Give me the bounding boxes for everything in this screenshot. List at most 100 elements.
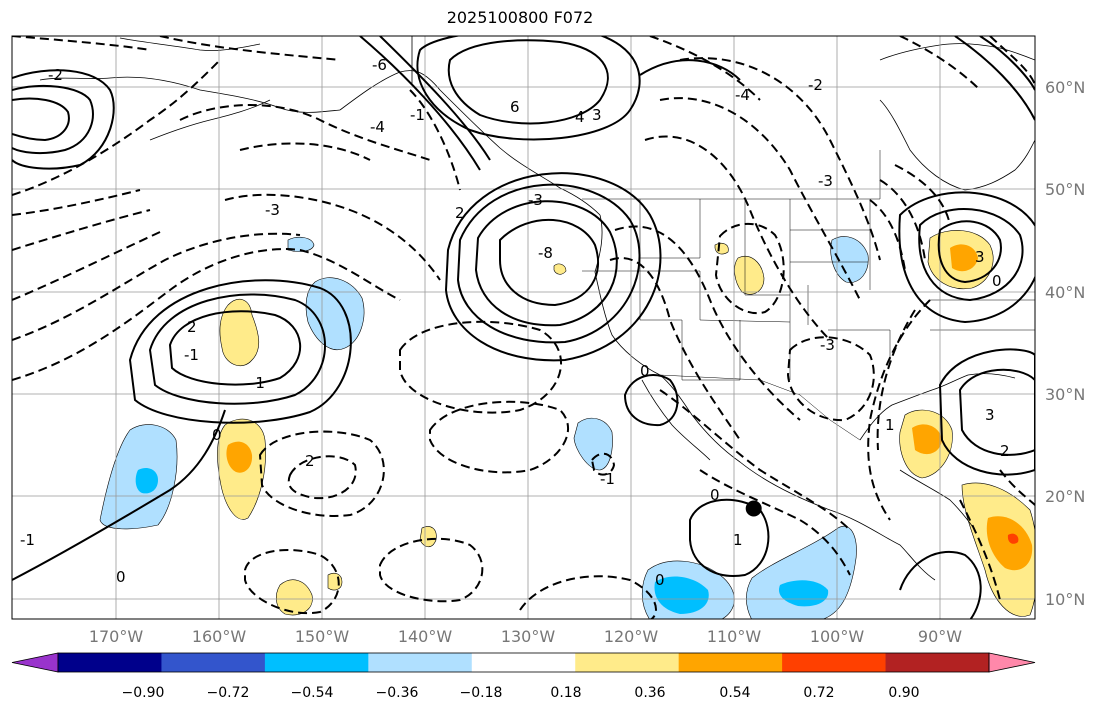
- positive-strong-shade: [226, 441, 253, 473]
- colorbar-tick-label: 0.36: [634, 685, 665, 701]
- colorbar-tick-label: −0.54: [291, 685, 334, 701]
- lon-tick-labels: 170°W 160°W 150°W 140°W 130°W 120°W 110°…: [89, 627, 962, 646]
- contour-label: -2: [808, 76, 823, 94]
- colorbar-tick-label: 0.72: [803, 685, 834, 701]
- contour-label: 0: [116, 568, 126, 586]
- lon-tick-label: 160°W: [192, 627, 247, 646]
- contour-label: -1: [250, 374, 265, 392]
- lon-tick-label: 140°W: [398, 627, 453, 646]
- colorbar-segment: [782, 653, 887, 672]
- contour-label: -1: [20, 531, 35, 549]
- positive-strong-shade: [986, 516, 1033, 571]
- colorbar-segment: [885, 653, 990, 672]
- contour-label: -4: [735, 86, 750, 104]
- contour-label: -1: [184, 346, 199, 364]
- lat-tick-label: 50°N: [1045, 180, 1085, 199]
- positive-shade: [327, 572, 343, 591]
- contour-label: 0: [212, 426, 222, 444]
- positive-contours: [12, 36, 1035, 619]
- lon-tick-label: 100°W: [810, 627, 865, 646]
- lon-tick-label: 150°W: [295, 627, 350, 646]
- map-canvas: -2 -6 -4 -3 -1 -8 -3 3 6 4 -3 -2 2 -1 -1…: [12, 36, 1035, 619]
- positive-shade: [714, 242, 729, 255]
- contour-label: 0: [655, 571, 665, 589]
- colorbar-segment: [471, 653, 576, 672]
- negative-strong-shade: [778, 580, 829, 607]
- colorbar-tick-label: 0.54: [719, 685, 750, 701]
- lat-tick-label: 20°N: [1045, 487, 1085, 506]
- lon-tick-label: 120°W: [604, 627, 659, 646]
- colorbar-frame: [57, 652, 990, 673]
- contour-label: 2: [1000, 442, 1010, 460]
- colorbar-segment: [58, 653, 162, 672]
- contour-label: -6: [372, 56, 387, 74]
- negative-strong-shade: [135, 468, 158, 494]
- positive-shade: [276, 579, 313, 616]
- colorbar: [11, 652, 1036, 673]
- contour-label: -3: [528, 191, 543, 209]
- contour-label: -1: [410, 106, 425, 124]
- map-frame: [11, 35, 1036, 620]
- colorbar-tick-labels: −0.90 −0.72 −0.54 −0.36 −0.18 0.18 0.36 …: [122, 685, 920, 701]
- location-marker: [745, 500, 762, 517]
- contour-label: 2: [455, 204, 465, 222]
- contour-label: 6: [510, 98, 520, 116]
- lon-tick-label: 110°W: [707, 627, 762, 646]
- colorbar-segment: [368, 653, 473, 672]
- positive-shade: [219, 298, 260, 366]
- contour-label: 2: [305, 452, 315, 470]
- positive-shade: [734, 256, 765, 295]
- negative-shade: [746, 525, 857, 619]
- lat-tick-labels: 60°N 50°N 40°N 30°N 20°N 10°N: [1045, 78, 1085, 609]
- colorbar-segment: [678, 653, 783, 672]
- map-title: 2025100800 F072: [446, 8, 594, 27]
- lat-tick-label: 60°N: [1045, 78, 1085, 97]
- positive-shade: [419, 526, 437, 548]
- positive-strong-shade: [912, 424, 942, 455]
- lon-tick-label: 130°W: [501, 627, 556, 646]
- contour-label: 2: [187, 318, 197, 336]
- colorbar-extend-min: [11, 652, 59, 673]
- colorbar-tick-label: −0.18: [460, 685, 503, 701]
- colorbar-segment: [575, 653, 680, 672]
- lat-tick-label: 30°N: [1045, 385, 1085, 404]
- contour-label: 4: [575, 108, 585, 126]
- negative-strong-shade: [654, 576, 709, 614]
- contour-label: 3: [975, 248, 985, 266]
- negative-shade: [830, 236, 869, 283]
- political-borders: [582, 150, 1035, 441]
- contour-label: 0: [992, 272, 1002, 290]
- contour-label: -8: [538, 244, 553, 262]
- positive-shade: [553, 263, 567, 275]
- negative-shade: [573, 417, 613, 471]
- contour-label: 0: [640, 362, 650, 380]
- colorbar-tick-label: −0.72: [207, 685, 250, 701]
- colorbar-extend-max: [988, 652, 1036, 673]
- lon-tick-label: 170°W: [89, 627, 144, 646]
- contour-label: -3: [820, 336, 835, 354]
- lon-tick-label: 90°W: [918, 627, 962, 646]
- shaded-fields: [99, 230, 1035, 619]
- colorbar-tick-label: 0.18: [550, 685, 581, 701]
- lat-tick-label: 10°N: [1045, 590, 1085, 609]
- lat-tick-label: 40°N: [1045, 283, 1085, 302]
- contour-label: 1: [885, 416, 895, 434]
- colorbar-tick-label: 0.90: [888, 685, 919, 701]
- contour-label: -2: [48, 66, 63, 84]
- contour-label: -4: [370, 118, 385, 136]
- colorbar-tick-label: −0.36: [376, 685, 419, 701]
- contour-label: 0: [710, 486, 720, 504]
- positive-strong-shade: [950, 244, 978, 272]
- negative-contours: [12, 36, 1035, 619]
- contour-label: 1: [733, 531, 743, 549]
- contour-label: -3: [265, 201, 280, 219]
- negative-shade: [287, 236, 315, 252]
- colorbar-segment: [264, 653, 369, 672]
- colorbar-tick-label: −0.90: [122, 685, 165, 701]
- contour-label: 3: [985, 406, 995, 424]
- contour-label: 3: [592, 106, 602, 124]
- positive-peak-shade: [1007, 533, 1019, 544]
- contour-labels: -2 -6 -4 -3 -1 -8 -3 3 6 4 -3 -2 2 -1 -1…: [20, 56, 1010, 589]
- contour-label: -1: [600, 470, 615, 488]
